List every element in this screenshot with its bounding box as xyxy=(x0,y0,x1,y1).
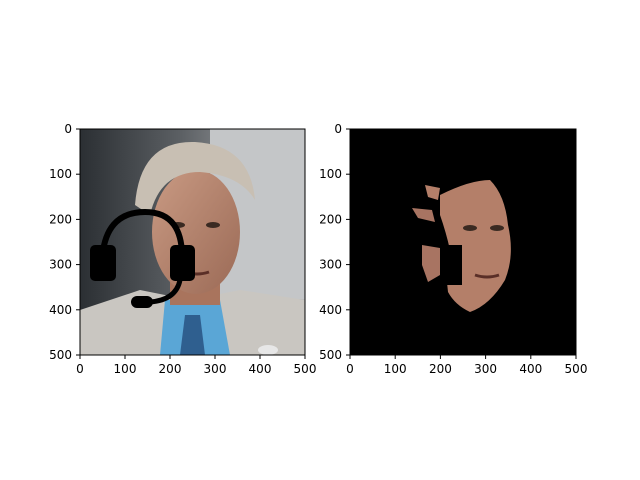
y-tick-label: 0 xyxy=(64,122,72,136)
x-tick-label: 300 xyxy=(474,362,497,376)
x-tick-label: 0 xyxy=(346,362,354,376)
x-tick-label: 0 xyxy=(76,362,84,376)
segmented-fragment xyxy=(412,208,435,222)
y-tick-label: 400 xyxy=(319,303,342,317)
x-tick-label: 500 xyxy=(565,362,588,376)
right-image-panel xyxy=(350,129,576,355)
mask-mouth xyxy=(474,273,500,279)
x-tick-label: 200 xyxy=(429,362,452,376)
mask-left-eye xyxy=(463,225,477,231)
x-tick-label: 100 xyxy=(114,362,137,376)
segmented-cheek-fragment xyxy=(422,245,440,282)
necktie xyxy=(180,315,205,355)
y-tick-label: 100 xyxy=(49,167,72,181)
right-axes-frame xyxy=(349,128,577,356)
mask-right-eye xyxy=(490,225,504,231)
hair xyxy=(135,141,255,215)
axes-ticks: 0 100 200 300 400 500 0 100 200 300 400 500 0 100 200 3… xyxy=(49,122,587,376)
segmented-hair-fragment xyxy=(425,185,440,200)
y-tick-label: 400 xyxy=(49,303,72,317)
x-tick-label: 500 xyxy=(294,362,317,376)
y-tick-label: 500 xyxy=(49,348,72,362)
y-tick-label: 500 xyxy=(319,348,342,362)
y-tick-label: 200 xyxy=(49,212,72,226)
y-tick-label: 300 xyxy=(49,258,72,272)
y-tick-label: 200 xyxy=(319,212,342,226)
x-tick-label: 100 xyxy=(384,362,407,376)
y-tick-label: 300 xyxy=(319,258,342,272)
x-tick-label: 400 xyxy=(519,362,542,376)
lapel-pin xyxy=(258,345,278,355)
x-tick-label: 400 xyxy=(249,362,272,376)
y-tick-label: 100 xyxy=(319,167,342,181)
x-tick-label: 300 xyxy=(204,362,227,376)
right-eye xyxy=(206,222,220,228)
y-tick-label: 0 xyxy=(334,122,342,136)
headset-icon xyxy=(90,208,195,308)
left-image-panel xyxy=(80,129,305,355)
headset-occlusion xyxy=(440,245,462,285)
left-axes-frame xyxy=(79,128,306,356)
x-tick-label: 200 xyxy=(159,362,182,376)
